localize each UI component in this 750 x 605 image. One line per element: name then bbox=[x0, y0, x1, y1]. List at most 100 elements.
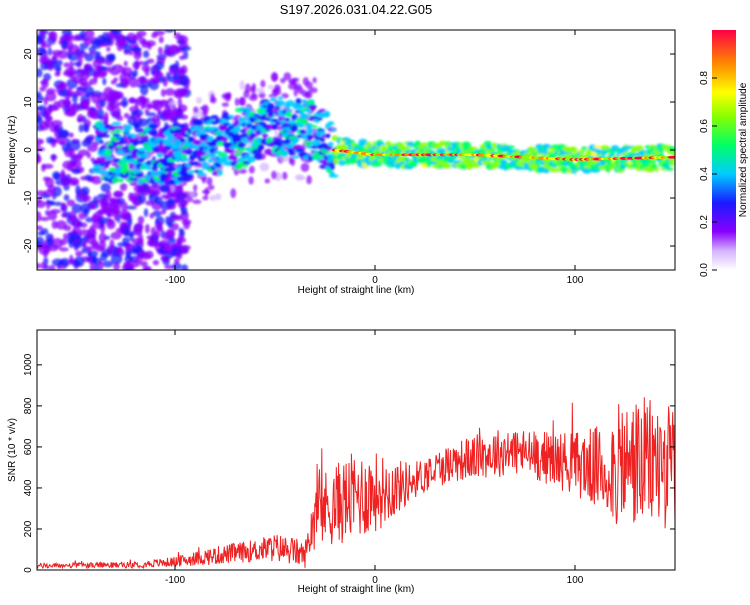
heatmap-cell bbox=[52, 171, 61, 180]
heatmap-cell bbox=[75, 250, 83, 257]
heatmap-cell bbox=[189, 161, 198, 166]
heatmap-cell bbox=[374, 160, 383, 167]
heatmap-cell bbox=[71, 103, 77, 110]
heatmap-cell bbox=[107, 218, 114, 227]
heatmap-cell bbox=[179, 181, 188, 186]
heatmap-cell bbox=[171, 223, 180, 231]
heatmap-cell bbox=[239, 129, 246, 133]
heatmap-cell bbox=[73, 256, 85, 267]
heatmap-cell bbox=[121, 96, 128, 108]
heatmap-cell bbox=[457, 155, 465, 160]
heatmap-cell bbox=[170, 184, 175, 193]
heatmap-cell bbox=[157, 109, 162, 115]
heatmap-cell bbox=[78, 124, 84, 133]
heatmap-cell bbox=[60, 169, 66, 178]
ytick-label: 10 bbox=[23, 96, 34, 108]
heatmap-cell bbox=[247, 155, 255, 161]
heatmap-cell bbox=[45, 88, 56, 95]
heatmap-cell bbox=[280, 93, 289, 99]
heatmap-cell bbox=[279, 77, 286, 84]
heatmap-cell bbox=[110, 30, 122, 35]
heatmap-cell bbox=[328, 174, 339, 178]
heatmap-cell bbox=[117, 66, 126, 74]
heatmap-cell bbox=[72, 225, 81, 235]
heatmap-cell bbox=[160, 146, 166, 150]
heatmap-cell bbox=[98, 232, 107, 244]
heatmap-cell bbox=[123, 124, 133, 131]
heatmap-cell bbox=[93, 263, 99, 270]
heatmap-cell bbox=[248, 176, 254, 185]
heatmap-cell bbox=[176, 251, 183, 260]
heatmap-cell bbox=[577, 149, 586, 154]
heatmap-cell bbox=[124, 243, 135, 251]
heatmap-cell bbox=[253, 113, 260, 118]
heatmap-cell bbox=[248, 165, 255, 174]
heatmap-cell bbox=[288, 156, 294, 165]
heatmap-cell bbox=[121, 162, 129, 170]
heatmap-cell bbox=[123, 43, 132, 54]
heatmap-cell bbox=[82, 241, 87, 248]
heatmap-cell bbox=[216, 141, 225, 147]
heatmap-cell bbox=[89, 262, 95, 270]
heatmap-cell bbox=[204, 187, 209, 197]
heatmap-cell bbox=[48, 264, 56, 270]
heatmap-cell bbox=[164, 30, 175, 33]
heatmap-cell bbox=[130, 115, 136, 120]
heatmap-cell bbox=[160, 89, 166, 97]
heatmap-cell bbox=[201, 176, 206, 184]
ytick-label: 600 bbox=[23, 438, 34, 455]
heatmap-cell bbox=[338, 159, 346, 166]
heatmap-cell bbox=[87, 144, 98, 153]
heatmap-cell bbox=[37, 236, 45, 247]
heatmap-cell bbox=[181, 153, 187, 160]
heatmap-cell bbox=[83, 64, 92, 71]
heatmap-cell bbox=[126, 39, 138, 44]
heatmap-cell bbox=[51, 238, 63, 249]
heatmap-cell bbox=[548, 166, 559, 173]
heatmap-cell bbox=[323, 110, 331, 118]
heatmap-cell bbox=[91, 93, 101, 104]
heatmap-cell bbox=[109, 68, 121, 76]
heatmap-cell bbox=[45, 209, 51, 216]
heatmap-cell bbox=[112, 177, 119, 184]
heatmap-cell bbox=[283, 72, 292, 81]
heatmap-cell bbox=[48, 30, 58, 42]
heatmap-cell bbox=[251, 148, 262, 155]
heatmap-cell bbox=[173, 196, 184, 204]
heatmap-cell bbox=[239, 97, 245, 106]
heatmap-cell bbox=[134, 222, 144, 231]
heatmap-cell bbox=[40, 261, 47, 270]
heatmap-cell bbox=[45, 91, 57, 102]
heatmap-cell bbox=[183, 158, 190, 162]
heatmap-cell bbox=[151, 156, 157, 162]
heatmap-cell bbox=[73, 61, 82, 66]
heatmap-cell bbox=[238, 116, 248, 123]
heatmap-cell bbox=[122, 237, 131, 244]
heatmap-cell bbox=[67, 39, 73, 51]
heatmap-cell bbox=[288, 78, 297, 85]
heatmap-cell bbox=[67, 177, 80, 186]
heatmap-cell bbox=[264, 178, 271, 184]
heatmap-cell bbox=[113, 262, 120, 270]
heatmap-cell bbox=[37, 36, 43, 45]
heatmap-cell bbox=[37, 94, 45, 103]
heatmap-cell bbox=[209, 96, 217, 104]
heatmap-cell bbox=[92, 242, 100, 251]
heatmap-cell bbox=[173, 71, 180, 78]
heatmap-cell bbox=[508, 145, 515, 149]
snr-frame bbox=[36, 329, 676, 571]
ytick-label: -20 bbox=[23, 238, 34, 253]
heatmap-cell bbox=[107, 248, 114, 255]
heatmap-cell bbox=[234, 97, 240, 107]
heatmap-cell bbox=[170, 190, 179, 198]
heatmap-cell bbox=[197, 169, 204, 174]
heatmap-cell bbox=[202, 161, 208, 166]
heatmap-cell bbox=[126, 205, 138, 210]
heatmap-cell bbox=[79, 30, 87, 40]
heatmap-cell bbox=[654, 167, 660, 171]
heatmap-cell bbox=[56, 59, 63, 67]
heatmap-cell bbox=[64, 110, 76, 117]
heatmap-cell bbox=[301, 89, 308, 97]
heatmap-cell bbox=[306, 127, 314, 135]
